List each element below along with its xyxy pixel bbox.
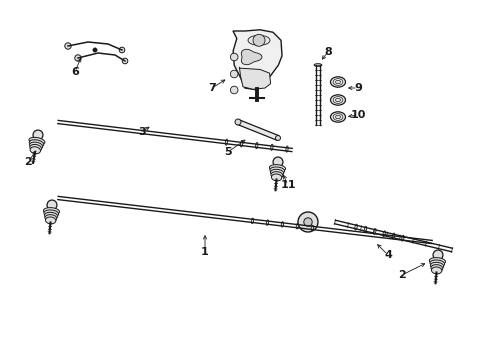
Ellipse shape <box>355 224 357 230</box>
Polygon shape <box>233 30 282 90</box>
Ellipse shape <box>373 229 376 234</box>
Ellipse shape <box>44 210 59 217</box>
Ellipse shape <box>383 231 386 237</box>
Ellipse shape <box>46 217 56 224</box>
Text: 10: 10 <box>350 110 366 120</box>
Ellipse shape <box>251 218 254 224</box>
Text: 5: 5 <box>224 147 232 157</box>
Circle shape <box>47 200 57 210</box>
Circle shape <box>230 86 238 94</box>
Circle shape <box>65 43 71 49</box>
Text: 2: 2 <box>24 157 32 167</box>
Ellipse shape <box>248 35 270 45</box>
Text: 2: 2 <box>398 270 406 280</box>
Ellipse shape <box>429 258 445 265</box>
Polygon shape <box>242 49 262 65</box>
Ellipse shape <box>286 146 288 152</box>
Ellipse shape <box>330 77 345 87</box>
Circle shape <box>122 58 128 64</box>
Ellipse shape <box>225 139 228 145</box>
Text: 11: 11 <box>280 180 296 190</box>
Text: 3: 3 <box>138 127 146 137</box>
Ellipse shape <box>314 64 322 66</box>
Ellipse shape <box>311 225 314 231</box>
Ellipse shape <box>270 167 285 174</box>
Ellipse shape <box>44 208 60 215</box>
Text: 1: 1 <box>201 247 209 257</box>
Text: 4: 4 <box>384 250 392 260</box>
Ellipse shape <box>30 147 41 154</box>
Polygon shape <box>240 67 270 89</box>
Ellipse shape <box>29 140 44 147</box>
Ellipse shape <box>266 220 269 225</box>
Text: 8: 8 <box>324 47 332 57</box>
Circle shape <box>298 212 318 232</box>
Polygon shape <box>237 120 279 140</box>
Circle shape <box>93 48 97 52</box>
Ellipse shape <box>330 95 345 105</box>
Ellipse shape <box>271 174 282 181</box>
Ellipse shape <box>364 226 367 232</box>
Text: 7: 7 <box>208 83 216 93</box>
Circle shape <box>273 157 283 167</box>
Ellipse shape <box>29 142 43 149</box>
Text: 6: 6 <box>71 67 79 77</box>
Circle shape <box>119 47 125 53</box>
Ellipse shape <box>281 222 284 227</box>
Circle shape <box>235 119 241 125</box>
Ellipse shape <box>431 267 442 274</box>
Ellipse shape <box>402 235 404 241</box>
Ellipse shape <box>296 224 298 229</box>
Text: 9: 9 <box>354 83 362 93</box>
Circle shape <box>304 218 312 226</box>
Ellipse shape <box>30 144 42 152</box>
Circle shape <box>75 55 81 61</box>
Circle shape <box>230 53 238 61</box>
Ellipse shape <box>241 141 243 147</box>
Ellipse shape <box>45 212 58 219</box>
Ellipse shape <box>270 144 273 150</box>
Ellipse shape <box>430 262 444 269</box>
Ellipse shape <box>431 265 443 271</box>
Ellipse shape <box>256 143 258 149</box>
Ellipse shape <box>392 233 395 239</box>
Ellipse shape <box>430 260 444 267</box>
Circle shape <box>33 130 43 140</box>
Ellipse shape <box>270 165 286 172</box>
Ellipse shape <box>29 138 45 145</box>
Ellipse shape <box>45 215 57 221</box>
Circle shape <box>275 135 280 140</box>
Circle shape <box>253 34 265 46</box>
Ellipse shape <box>270 169 284 176</box>
Ellipse shape <box>271 172 283 179</box>
Circle shape <box>230 70 238 78</box>
Ellipse shape <box>330 112 345 122</box>
Circle shape <box>433 250 443 260</box>
